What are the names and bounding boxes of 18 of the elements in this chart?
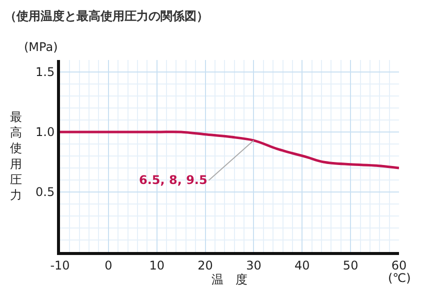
text: (℃) bbox=[388, 271, 411, 285]
x-tick-label: 40 bbox=[294, 258, 310, 272]
text: 6.5, 8, 9.5 bbox=[139, 173, 208, 187]
x-tick-label: 50 bbox=[342, 258, 358, 272]
y-tick-label: 0.5 bbox=[36, 185, 55, 200]
line-series bbox=[60, 130, 399, 170]
y-axis-title: 最高使用圧力 bbox=[10, 110, 22, 202]
x-tick-label: 0 bbox=[104, 258, 112, 272]
x-tick-label: 10 bbox=[149, 258, 164, 272]
chart-title: （使用温度と最高使用圧力の関係図） bbox=[4, 9, 208, 24]
x-tick-label: 30 bbox=[246, 258, 262, 272]
x-tick-label: 20 bbox=[198, 258, 213, 272]
x-tick-label: 60 bbox=[391, 258, 407, 272]
y-tick-label: 1.0 bbox=[36, 125, 55, 140]
text: (MPa) bbox=[24, 40, 58, 54]
y-tick-label: 1.5 bbox=[36, 65, 55, 80]
x-axis-title: 温 度 bbox=[212, 272, 248, 286]
x-tick-label: -10 bbox=[50, 258, 70, 272]
